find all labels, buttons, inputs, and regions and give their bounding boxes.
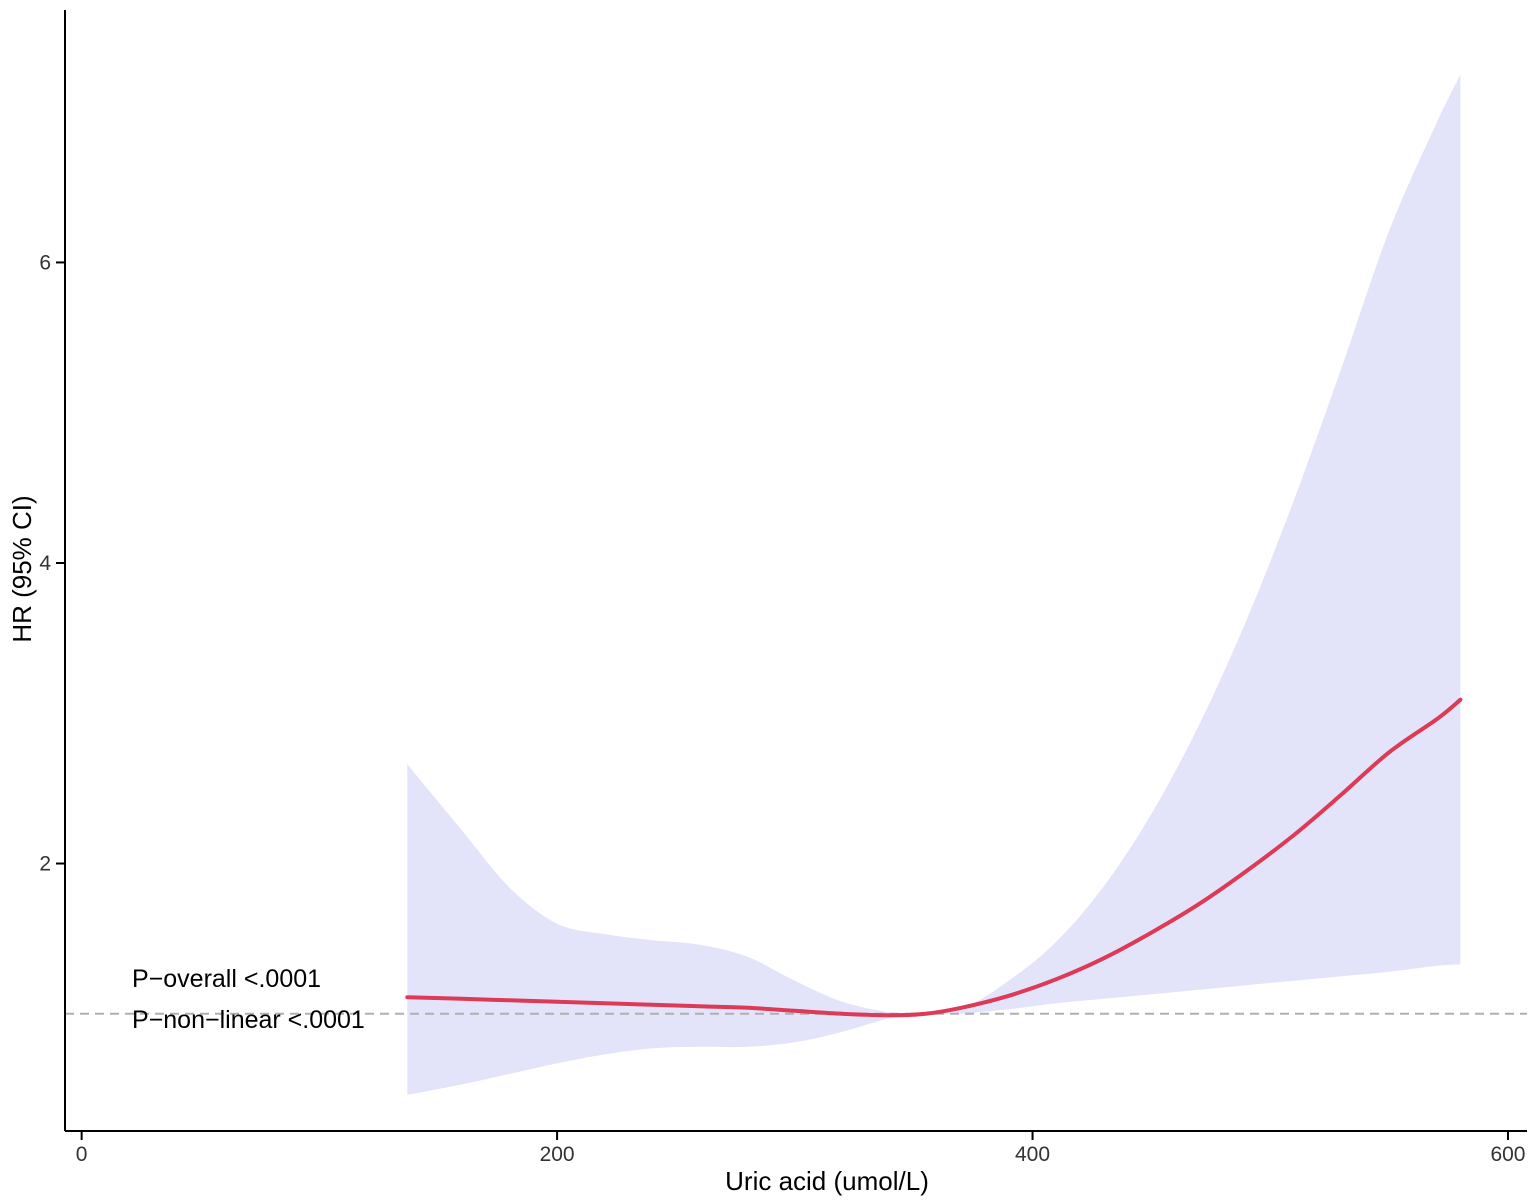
x-axis-title: Uric acid (umol/L) <box>725 1166 929 1196</box>
x-tick-label: 400 <box>1015 1143 1050 1166</box>
x-tick-label: 0 <box>76 1143 88 1166</box>
p-overall-annotation: P−overall <.0001 <box>132 965 321 993</box>
confidence-band <box>407 74 1461 1095</box>
p-nonlinear-annotation: P−non−linear <.0001 <box>132 1006 365 1034</box>
y-tick-label: 6 <box>39 251 51 274</box>
y-tick-label: 4 <box>39 552 51 575</box>
y-axis-ticks: 2 4 6 <box>39 251 65 876</box>
x-tick-label: 600 <box>1490 1143 1525 1166</box>
hazard-ratio-line <box>405 697 1463 1018</box>
x-tick-label: 200 <box>540 1143 575 1166</box>
x-axis-ticks: 0 200 400 600 <box>76 1131 1526 1166</box>
y-axis-title: HR (95% CI) <box>7 495 37 642</box>
y-tick-label: 2 <box>39 853 51 876</box>
